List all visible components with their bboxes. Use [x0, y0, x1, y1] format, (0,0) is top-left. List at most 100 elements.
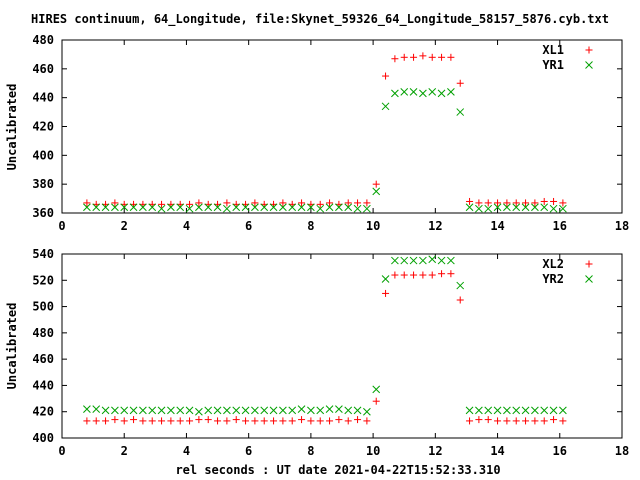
data-point [167, 417, 175, 425]
data-point [503, 199, 511, 207]
data-point [540, 406, 549, 415]
data-point [382, 72, 390, 80]
data-point [531, 417, 539, 425]
data-point [400, 53, 408, 61]
data-point [466, 197, 474, 205]
data-point [288, 417, 296, 425]
data-point [400, 271, 408, 279]
data-point [484, 416, 492, 424]
data-point [223, 199, 231, 207]
data-point [186, 200, 194, 208]
data-point [120, 417, 128, 425]
data-point [316, 406, 325, 415]
data-point [316, 204, 325, 213]
data-point [410, 271, 418, 279]
top-panel: 0 2 4 6 8 10 12 14 16 18 360 380 400 420 440 460 480 Unca… [5, 33, 629, 233]
data-point [213, 406, 222, 415]
data-point [297, 203, 306, 212]
data-point [139, 406, 147, 415]
data-point [204, 406, 213, 415]
data-point [484, 406, 493, 415]
data-point [512, 199, 520, 207]
data-point [279, 203, 287, 212]
data-point [447, 270, 455, 278]
data-point [521, 203, 530, 212]
data-point [559, 417, 567, 425]
x-tick-label: 16 [553, 444, 567, 458]
series-XL2 [83, 270, 567, 425]
data-point [176, 406, 185, 415]
data-point [493, 406, 502, 415]
data-point [456, 281, 465, 290]
data-point [298, 199, 306, 207]
x-tick-label: 10 [366, 219, 380, 233]
data-point [195, 407, 203, 416]
data-point [363, 417, 371, 425]
data-point [279, 417, 287, 425]
data-point [512, 406, 521, 415]
legend-marker [585, 61, 593, 69]
data-point [120, 203, 129, 212]
x-tick-label: 14 [490, 444, 504, 458]
data-point [428, 271, 436, 279]
data-point [269, 203, 278, 212]
data-point [475, 199, 483, 207]
chart-title: HIRES continuum, 64_Longitude, file:Skyn… [31, 12, 609, 27]
data-point [353, 204, 362, 213]
data-point [475, 406, 483, 415]
data-point [307, 203, 315, 212]
data-point [419, 256, 427, 265]
data-point [381, 275, 390, 283]
data-point [549, 406, 558, 415]
data-point [456, 108, 465, 116]
data-point [101, 406, 110, 415]
x-tick-label: 6 [245, 219, 252, 233]
data-point [475, 416, 483, 424]
data-point [456, 296, 464, 304]
legend-label: YR2 [542, 272, 564, 286]
y-tick-label: 480 [32, 33, 54, 47]
x-tick-label: 12 [428, 444, 442, 458]
data-point [559, 199, 567, 207]
data-point [111, 203, 119, 212]
data-point [111, 199, 119, 207]
data-point [456, 79, 464, 87]
y-tick-label: 420 [32, 120, 54, 134]
data-point [241, 203, 250, 212]
data-point [354, 199, 362, 207]
data-point [185, 406, 194, 415]
data-point [111, 406, 119, 415]
x-tick-label: 0 [58, 444, 65, 458]
data-point [298, 416, 306, 424]
plot-frame [61, 253, 623, 439]
data-point [409, 88, 418, 96]
data-point [438, 53, 446, 61]
x-tick-label: 2 [121, 219, 128, 233]
x-axis-label: rel seconds : UT date 2021-04-22T15:52:3… [175, 463, 500, 477]
data-point [447, 53, 455, 61]
legend-marker [585, 46, 593, 54]
data-point [540, 203, 549, 212]
data-point [550, 416, 558, 424]
data-point [269, 406, 278, 415]
x-tick-label: 0 [58, 219, 65, 233]
data-point [410, 53, 418, 61]
data-point [372, 397, 380, 405]
data-point [465, 406, 474, 415]
data-point [260, 203, 269, 212]
data-point [279, 199, 287, 207]
data-point [195, 203, 203, 212]
plot-frame [61, 39, 623, 214]
x-tick-label: 4 [183, 219, 190, 233]
data-point [251, 406, 259, 415]
data-point [251, 199, 259, 207]
data-point [129, 406, 138, 415]
data-point [494, 417, 502, 425]
y-tick-label: 500 [32, 300, 54, 314]
data-point [363, 407, 371, 416]
data-point [176, 417, 184, 425]
data-point [325, 405, 334, 413]
data-point [92, 405, 101, 413]
data-point [148, 417, 156, 425]
data-point [475, 204, 483, 213]
